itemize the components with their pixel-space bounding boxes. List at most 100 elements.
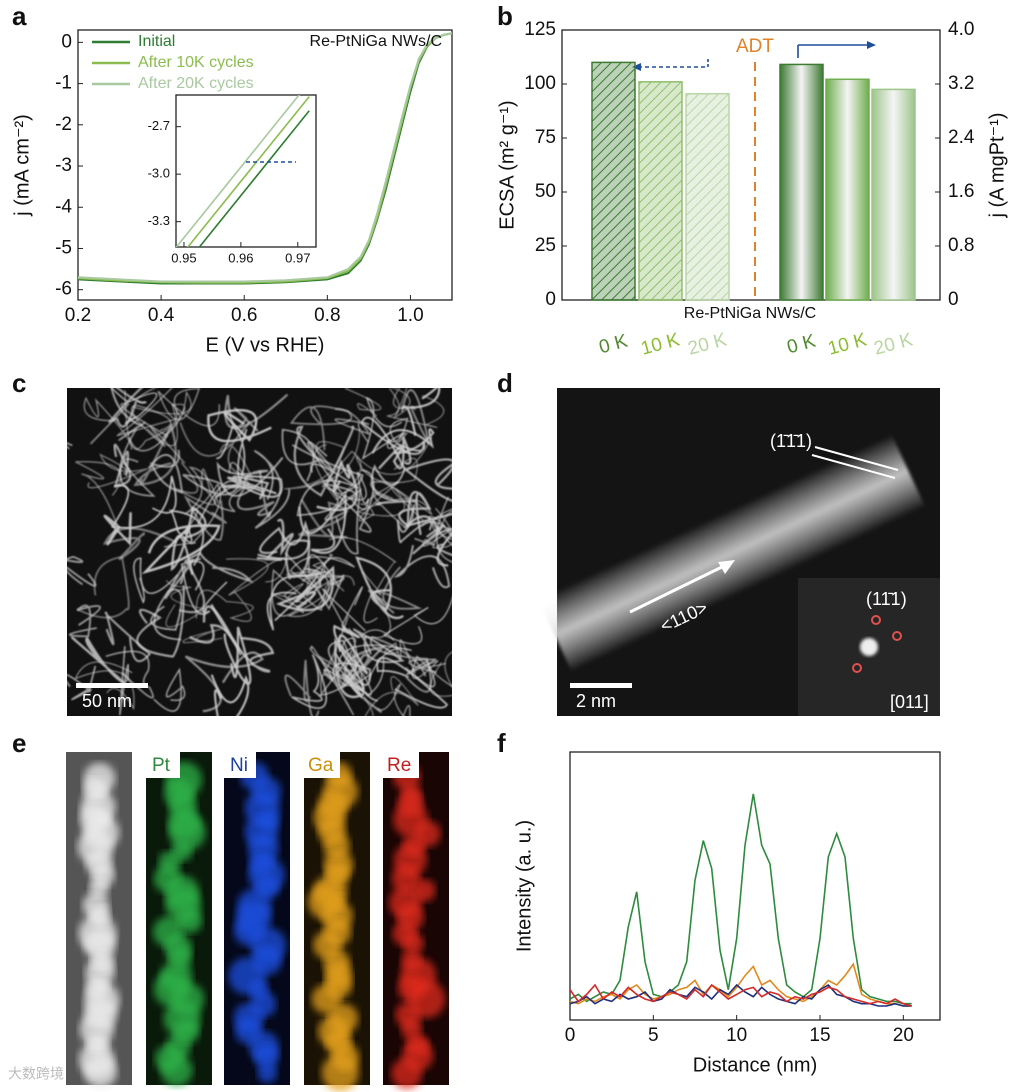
zone-axis-label: [011] — [890, 692, 929, 712]
nanowire — [313, 444, 362, 501]
nanowire-body — [537, 434, 926, 672]
nanowire — [318, 628, 358, 697]
arrow-head — [867, 41, 876, 49]
nanowire — [316, 458, 358, 512]
legend-label: After 10K cycles — [138, 54, 254, 71]
signal-blob — [402, 932, 425, 955]
x-axis-label: Distance (nm) — [693, 1054, 817, 1076]
element-label: Ga — [308, 755, 334, 776]
nanowire — [289, 405, 353, 451]
nanowire — [357, 656, 385, 696]
nanowire — [183, 494, 227, 541]
nanowire — [332, 653, 378, 702]
x-tick-label: 0.2 — [65, 305, 91, 326]
element-label: Pt — [152, 755, 171, 776]
signal-blob — [160, 1054, 193, 1087]
nanowire — [153, 667, 186, 712]
panel-label: c — [12, 368, 26, 398]
nanowire — [224, 393, 289, 432]
nanowire — [284, 428, 361, 490]
nanowire — [391, 388, 411, 419]
x-tick-label: 20 K — [686, 329, 730, 359]
nanowire — [236, 470, 275, 518]
y-tick-label: -3 — [55, 155, 72, 176]
signal-blob — [83, 1054, 117, 1089]
y2-axis-label: j (A mgPt⁻¹) — [986, 112, 1008, 218]
y-tick-label: -6 — [55, 279, 72, 300]
label-box — [304, 752, 340, 778]
y2-tick-label: 0 — [948, 289, 959, 310]
nanowire — [105, 650, 154, 699]
nanowire — [393, 544, 451, 589]
nanowire — [384, 639, 416, 675]
y-tick-label: -1 — [55, 73, 72, 94]
nanowire — [216, 456, 284, 497]
panel-label: b — [497, 1, 513, 31]
panel-label: f — [497, 728, 506, 758]
nanowire — [324, 487, 362, 555]
legend-label: After 20K cycles — [138, 75, 254, 92]
tem-image — [67, 388, 452, 716]
nanowire — [334, 408, 371, 443]
y-axis-label: ECSA (m² g⁻¹) — [496, 100, 518, 229]
nanowire — [184, 551, 254, 584]
panel-label: e — [12, 728, 26, 758]
x-axis-label: Re-PtNiGa NWs/C — [684, 305, 816, 322]
x-tick-label: 20 K — [872, 329, 916, 359]
nanowire — [102, 527, 178, 561]
nanowire — [344, 388, 382, 417]
y-axis-label: j (mA cm⁻²) — [11, 114, 33, 217]
series-line — [570, 962, 912, 1007]
y-tick-label: 75 — [535, 127, 556, 148]
nanowire — [164, 483, 222, 548]
nanowire — [103, 512, 132, 547]
nanowire — [322, 469, 375, 533]
nanowire — [298, 491, 347, 554]
signal-blob — [253, 1043, 280, 1070]
nanowire — [223, 626, 252, 685]
x-tick-label: 0.8 — [314, 305, 340, 326]
nanowire — [257, 520, 310, 560]
nanowire — [284, 659, 320, 716]
nanowire — [131, 404, 186, 464]
nanowire — [111, 475, 177, 529]
nanowire — [74, 661, 135, 711]
series-line — [78, 32, 452, 283]
scale-bar-label: 2 nm — [576, 691, 616, 711]
nanowire — [318, 616, 358, 682]
nanowire — [174, 461, 216, 506]
nanowire — [403, 458, 452, 502]
nanowire — [266, 572, 318, 631]
x-tick-label: 10 K — [826, 329, 870, 359]
nanowire — [363, 676, 419, 716]
nanowire — [333, 624, 369, 675]
x-tick-label: 0.96 — [228, 250, 253, 265]
fft-spot — [871, 615, 881, 625]
x-tick-label: 0.97 — [285, 250, 310, 265]
bar — [871, 88, 916, 301]
nanowire — [401, 389, 430, 444]
nanowire — [382, 597, 452, 645]
nanowire — [431, 507, 452, 549]
nanowire — [210, 603, 275, 673]
plane-label: (11̄1) — [866, 589, 907, 609]
arrow-head — [632, 63, 641, 71]
nanowire — [118, 421, 156, 497]
y2-tick-label: 2.4 — [948, 127, 975, 148]
signal-blob — [176, 907, 203, 934]
y2-tick-label: 3.2 — [948, 73, 974, 94]
nanowire — [147, 449, 184, 494]
nanowire — [371, 428, 435, 454]
lattice-line — [814, 446, 899, 471]
nanowire — [89, 402, 169, 452]
y-tick-label: -3.0 — [148, 166, 170, 181]
series-line — [570, 983, 912, 1007]
nanowire — [352, 628, 405, 664]
series-line — [186, 96, 310, 247]
y-tick-label: -3.3 — [148, 213, 170, 228]
y-tick-label: -2 — [55, 114, 72, 135]
nanowire — [376, 683, 411, 716]
x-tick-label: 20 — [893, 1025, 914, 1046]
nanowire — [301, 553, 345, 587]
